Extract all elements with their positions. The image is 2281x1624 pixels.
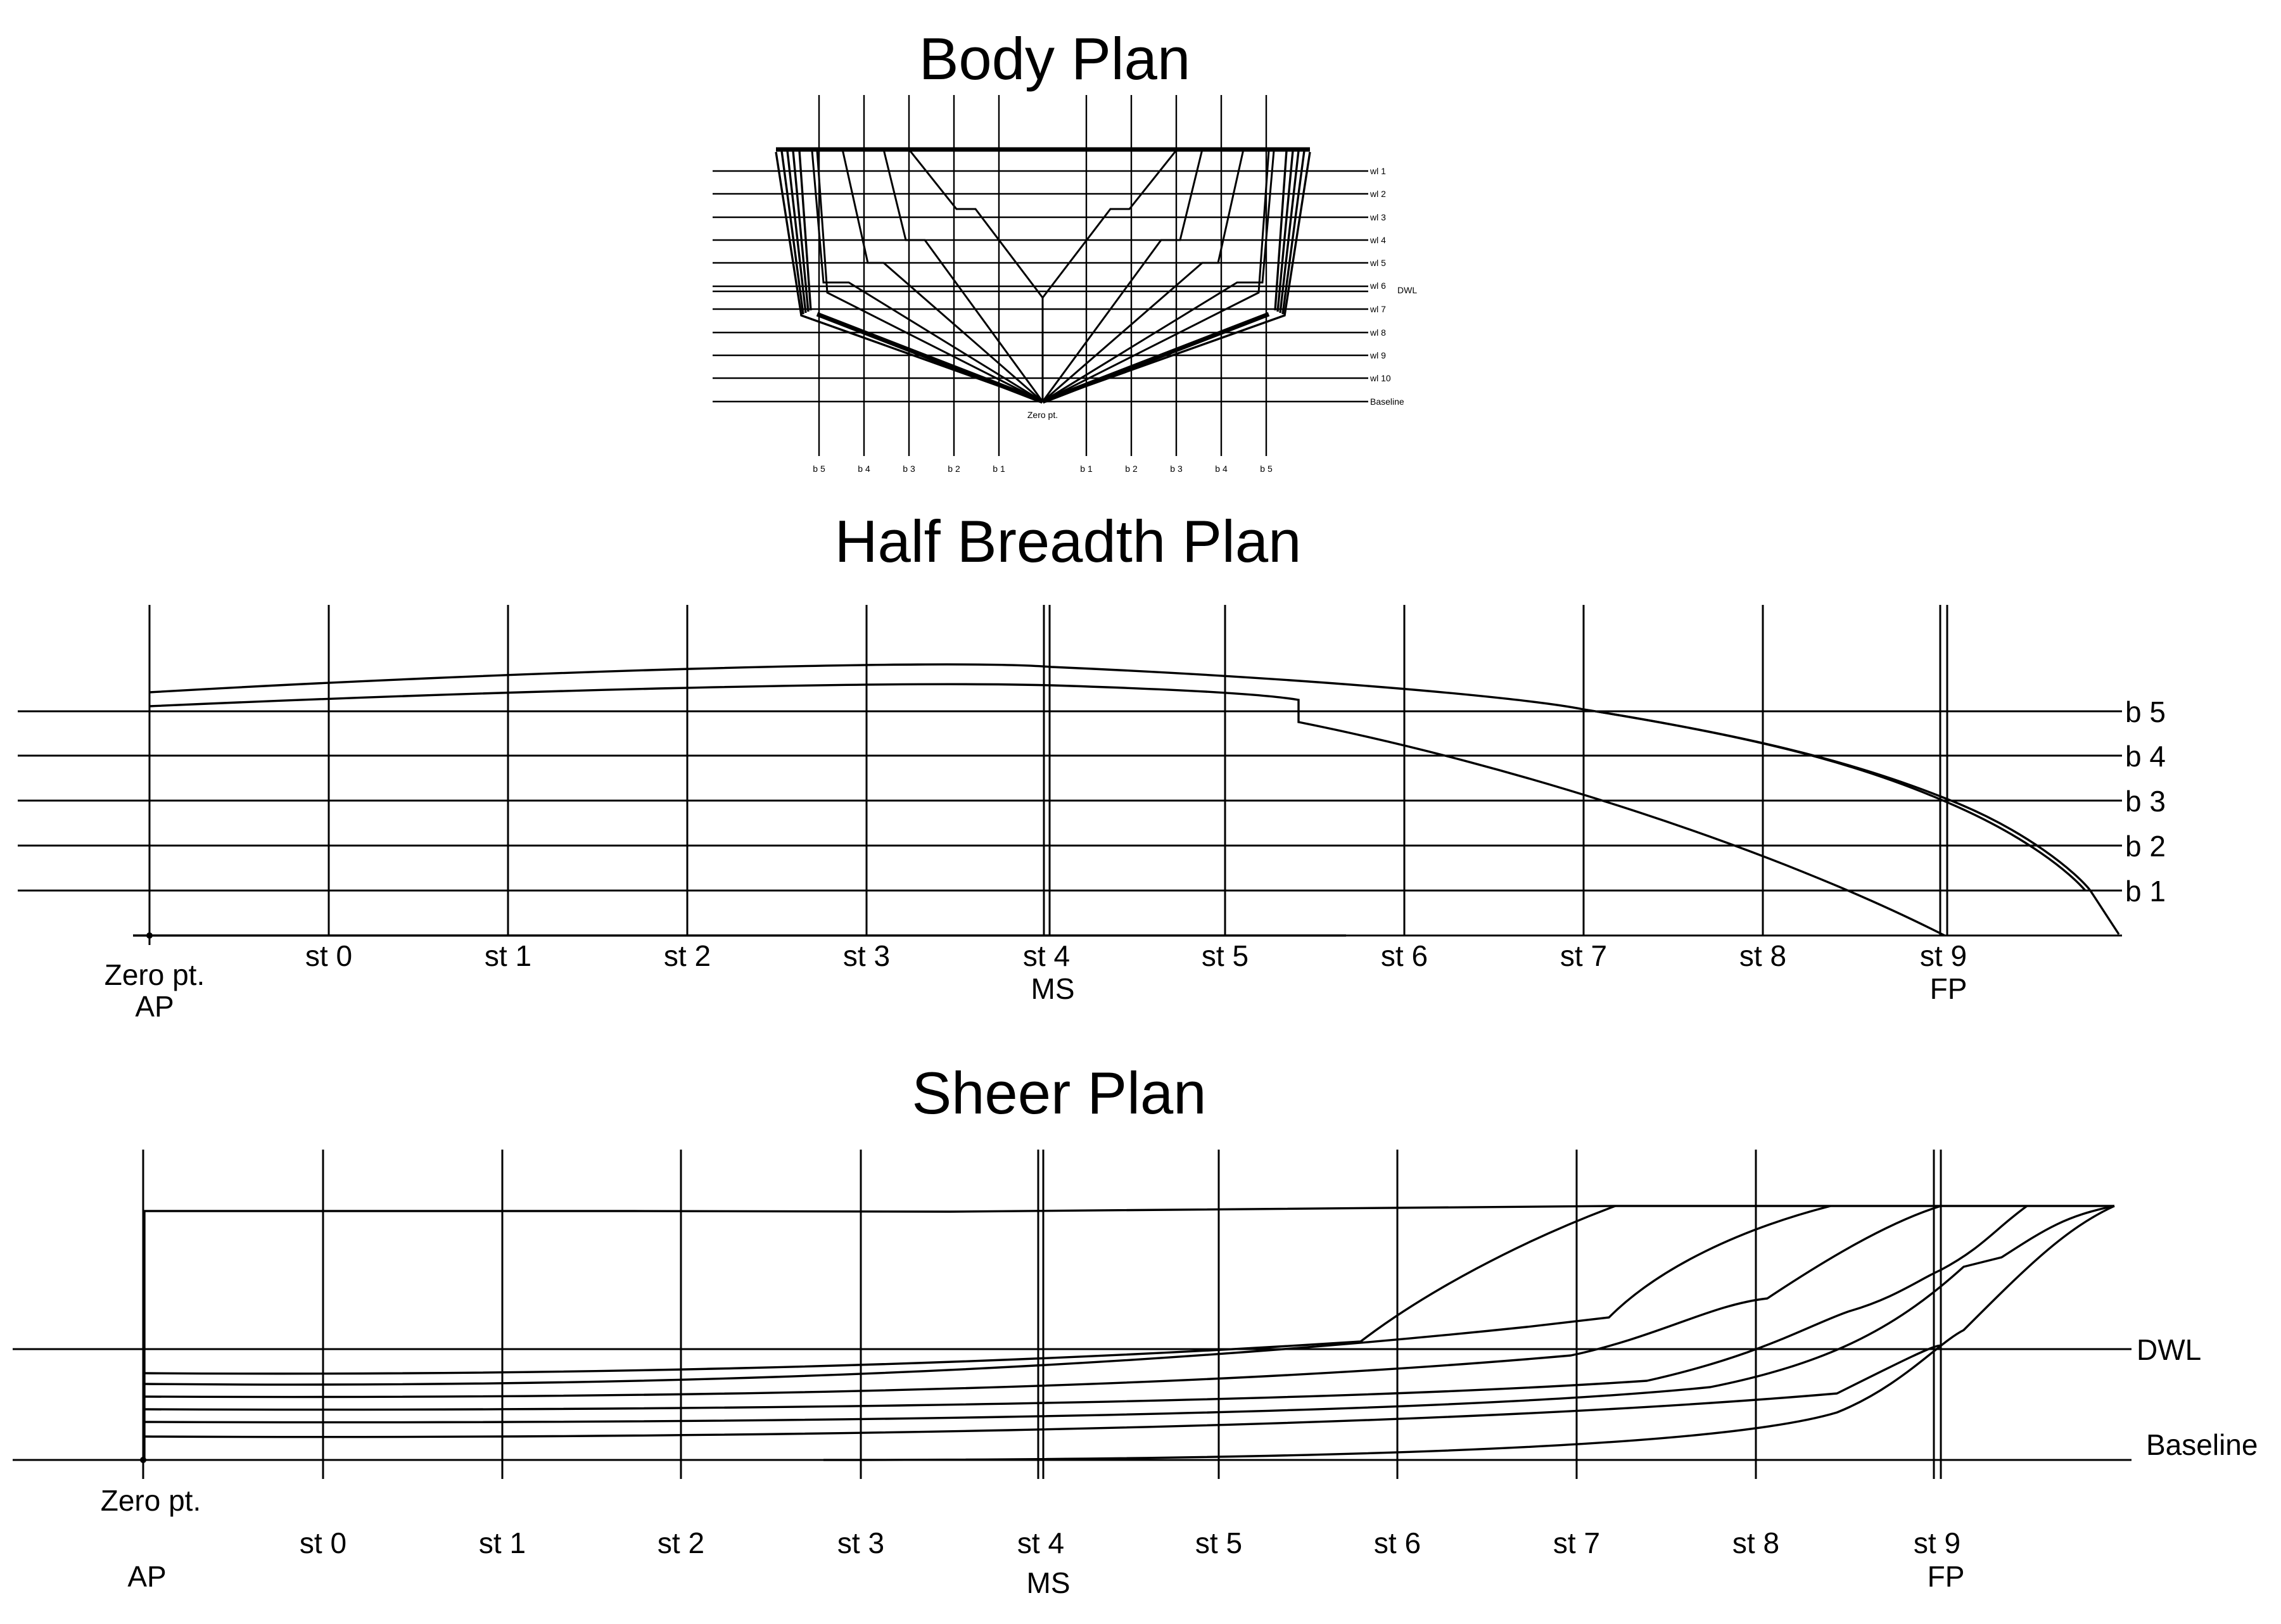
station-label: st 9 [1914,1526,1960,1559]
station-label: st 7 [1553,1526,1600,1559]
wl-label: wl 2 [1369,189,1386,199]
buttock-label: b 4 [858,464,870,474]
body-plan-buttock-labels: b 5 b 4 b 3 b 2 b 1 b 1 b 2 b 3 b 4 b 5 [813,464,1273,474]
wl-label: wl 6 [1369,281,1386,291]
buttock-label: b 4 [1215,464,1228,474]
buttock-label: b 4 [2125,740,2166,773]
buttock-label: b 3 [2125,785,2166,818]
buttock-label: b 1 [2125,875,2166,908]
station-label: st 8 [1732,1526,1779,1559]
dwl-label: DWL [2137,1333,2201,1366]
buttock-label: b 5 [813,464,825,474]
ap-label: AP [135,990,174,1023]
buttock-label: b 1 [1080,464,1093,474]
station-label: st 9 [1920,939,1967,972]
body-plan-title: Body Plan [919,25,1191,92]
wl-label: wl 8 [1369,327,1386,338]
station-label: st 5 [1195,1526,1242,1559]
wl-label: wl 9 [1369,350,1386,360]
station-label: st 6 [1374,1526,1421,1559]
fp-label: FP [1928,1560,1965,1593]
station-label: st 2 [658,1526,704,1559]
wl-label: wl 3 [1369,212,1386,222]
station-label: st 3 [843,939,890,972]
buttock-label: b 2 [1125,464,1138,474]
ap-label: AP [127,1560,166,1593]
sheer-plan: Sheer Plan [13,1060,2258,1599]
station-label: st 7 [1560,939,1607,972]
body-plan-hull [775,147,1311,404]
buttock-label: b 1 [993,464,1005,474]
station-label: st 1 [485,939,531,972]
half-breadth-plan-title: Half Breadth Plan [835,508,1302,574]
buttock-label: b 2 [948,464,960,474]
ms-label: MS [1031,972,1075,1005]
buttock-label: b 3 [903,464,915,474]
station-label: st 0 [300,1526,346,1559]
half-breadth-buttock-labels: b 5 b 4 b 3 b 2 b 1 [2125,695,2166,908]
half-breadth-grid [18,605,2122,945]
dwl-label: DWL [1397,285,1417,295]
zero-point-label: Zero pt. [105,958,205,991]
zero-point-label: Zero pt. [101,1484,201,1517]
wl-label: wl 4 [1369,235,1386,245]
station-label: st 8 [1739,939,1786,972]
buttock-label: b 5 [1260,464,1273,474]
station-label: st 5 [1202,939,1249,972]
half-breadth-curves [149,663,2120,937]
sheer-plan-title: Sheer Plan [912,1060,1206,1126]
station-label: st 0 [305,939,352,972]
wl-label: wl 10 [1369,373,1391,383]
station-label: st 3 [837,1526,884,1559]
ms-label: MS [1027,1566,1071,1599]
fp-label: FP [1930,972,1967,1005]
body-plan: Body Plan [713,25,1417,474]
sheer-station-labels: st 0 st 1 st 2 st 3 st 4 st 5 st 6 st 7 … [101,1333,2258,1599]
baseline-label: Baseline [1370,396,1404,407]
wl-label: wl 1 [1369,166,1386,176]
station-label: st 6 [1381,939,1428,972]
buttock-label: b 5 [2125,695,2166,728]
wl-label: wl 7 [1369,304,1386,314]
sheer-curves [143,1205,2115,1461]
station-label: st 2 [664,939,711,972]
half-breadth-station-labels: st 0 st 1 st 2 st 3 st 4 st 5 st 6 st 7 … [105,939,1967,1023]
sheer-grid [13,1150,2132,1479]
body-plan-grid [713,95,1368,456]
baseline-label: Baseline [2146,1428,2258,1461]
station-label: st 4 [1017,1526,1064,1559]
wl-label: wl 5 [1369,258,1386,268]
body-plan-waterline-labels: wl 1 wl 2 wl 3 wl 4 wl 5 wl 6 DWL wl 7 w… [1027,166,1417,420]
buttock-label: b 2 [2125,830,2166,863]
station-label: st 1 [479,1526,526,1559]
buttock-label: b 3 [1170,464,1183,474]
station-label: st 4 [1023,939,1070,972]
zero-point-label: Zero pt. [1027,410,1058,420]
half-breadth-plan: Half Breadth Plan [18,508,2166,1023]
